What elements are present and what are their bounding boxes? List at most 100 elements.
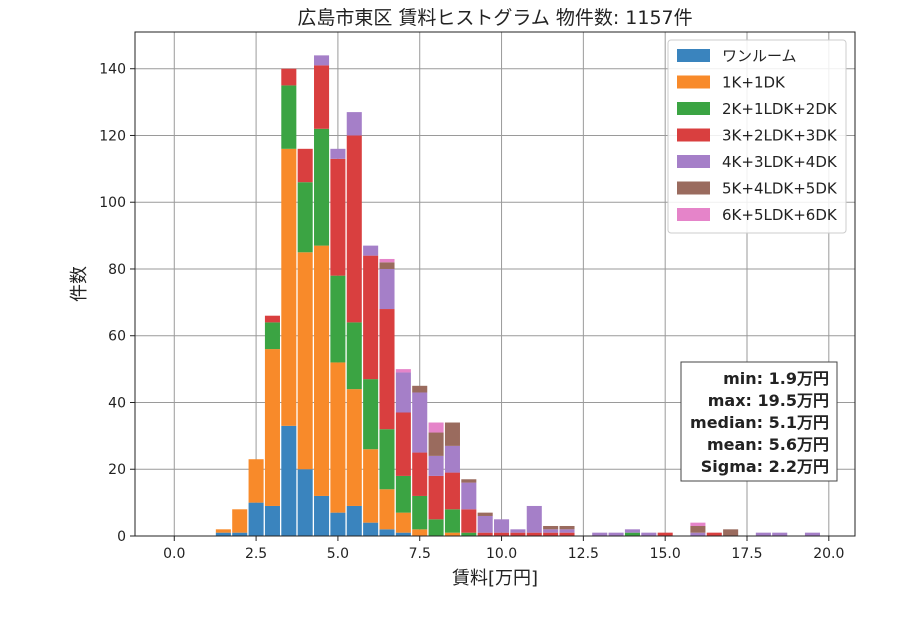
x-tick-label: 15.0 bbox=[650, 546, 681, 562]
y-tick-label: 60 bbox=[108, 329, 126, 345]
bar-segment bbox=[690, 525, 706, 533]
bar-segment bbox=[804, 532, 820, 536]
bar-segment bbox=[444, 445, 460, 473]
bar-segment bbox=[461, 532, 477, 536]
legend-label: 1K+1DK bbox=[722, 74, 786, 92]
bar-segment bbox=[330, 275, 346, 363]
bar-segment bbox=[428, 519, 444, 536]
bar-segment bbox=[330, 512, 346, 536]
bar-segment bbox=[690, 522, 706, 526]
bar-segment bbox=[477, 515, 493, 533]
bar-segment bbox=[281, 85, 297, 149]
bar-segment bbox=[363, 379, 379, 450]
bar-segment bbox=[641, 532, 657, 536]
bar-segment bbox=[428, 475, 444, 520]
chart-title: 広島市東区 賃料ヒストグラム 物件数: 1157件 bbox=[297, 7, 692, 29]
bar-segment bbox=[444, 532, 460, 536]
x-axis-label: 賃料[万円] bbox=[452, 568, 538, 589]
bar-segment bbox=[297, 252, 313, 470]
bar-segment bbox=[346, 389, 362, 506]
stat-sigma: Sigma: 2.2万円 bbox=[701, 457, 829, 476]
x-tick-label: 2.5 bbox=[245, 546, 267, 562]
bar-segment bbox=[526, 505, 542, 533]
stat-min: min: 1.9万円 bbox=[723, 369, 829, 388]
bar-segment bbox=[264, 349, 280, 506]
bar-segment bbox=[428, 422, 444, 433]
bar-segment bbox=[559, 525, 575, 530]
bar-segment bbox=[232, 509, 248, 533]
bar-segment bbox=[297, 182, 313, 253]
bar-segment bbox=[264, 315, 280, 323]
legend-label: 6K+5LDK+6DK bbox=[722, 206, 838, 224]
bar-segment bbox=[657, 532, 673, 536]
stat-mean: mean: 5.6万円 bbox=[707, 435, 829, 454]
legend-label: ワンルーム bbox=[722, 47, 797, 65]
bar-segment bbox=[543, 532, 559, 536]
bar-segment bbox=[395, 372, 411, 413]
y-tick-label: 20 bbox=[108, 462, 126, 478]
bar-segment bbox=[772, 532, 788, 536]
x-tick-label: 17.5 bbox=[731, 546, 762, 562]
bar-segment bbox=[494, 532, 510, 536]
y-tick-label: 140 bbox=[99, 62, 126, 78]
bar-segment bbox=[248, 502, 264, 536]
bar-segment bbox=[346, 505, 362, 536]
x-tick-label: 5.0 bbox=[327, 546, 349, 562]
stat-median: median: 5.1万円 bbox=[690, 413, 829, 432]
bar-segment bbox=[264, 322, 280, 350]
bar-segment bbox=[314, 245, 330, 496]
bar-segment bbox=[297, 469, 313, 536]
legend-swatch bbox=[677, 75, 710, 89]
bar-segment bbox=[494, 519, 510, 533]
bar-segment bbox=[248, 459, 264, 503]
bar-segment bbox=[281, 148, 297, 426]
stats-box-frame bbox=[680, 361, 838, 482]
legend-label: 2K+1LDK+2DK bbox=[722, 100, 838, 118]
bar-segment bbox=[379, 309, 395, 430]
bar-segment bbox=[477, 512, 493, 516]
bar-segment bbox=[444, 472, 460, 510]
bar-segment bbox=[543, 529, 559, 533]
legend-swatch bbox=[677, 128, 710, 142]
bar-segment bbox=[363, 245, 379, 256]
bar-segment bbox=[215, 532, 231, 536]
bar-segment bbox=[395, 369, 411, 373]
legend-label: 5K+4LDK+5DK bbox=[722, 180, 838, 198]
x-axis-ticks: 0.0 2.5 5.0 7.5 10.0 12.5 15.0 17.5 20.0 bbox=[163, 536, 844, 562]
bar-segment bbox=[412, 385, 428, 393]
bar-segment bbox=[428, 455, 444, 476]
y-axis-ticks: 0 20 40 60 80 100 120 140 bbox=[99, 62, 135, 545]
bar-segment bbox=[379, 262, 395, 269]
legend-label: 4K+3LDK+4DK bbox=[722, 153, 838, 171]
bar-segment bbox=[412, 529, 428, 536]
bar-segment bbox=[314, 495, 330, 536]
bar-segment bbox=[690, 532, 706, 536]
y-tick-label: 120 bbox=[99, 128, 126, 144]
bar-segment bbox=[314, 65, 330, 129]
y-tick-label: 0 bbox=[117, 529, 126, 545]
bar-segment bbox=[363, 522, 379, 536]
legend: ワンルーム 1K+1DK 2K+1LDK+2DK 3K+2LDK+3DK 4K+3LDK… bbox=[667, 39, 847, 234]
legend-swatch bbox=[677, 208, 710, 221]
bar-segment bbox=[444, 509, 460, 533]
x-tick-label: 20.0 bbox=[813, 546, 844, 562]
bar-segment bbox=[723, 529, 739, 536]
bar-segment bbox=[624, 529, 640, 533]
bar-segment bbox=[592, 532, 608, 536]
bar-segment bbox=[379, 529, 395, 536]
bar-segment bbox=[559, 529, 575, 533]
bar-segment bbox=[395, 412, 411, 476]
legend-swatch bbox=[677, 49, 710, 62]
y-tick-label: 80 bbox=[108, 262, 126, 278]
bar-segment bbox=[608, 532, 624, 536]
y-tick-label: 100 bbox=[99, 195, 126, 211]
x-tick-label: 0.0 bbox=[163, 546, 185, 562]
bar-segment bbox=[543, 525, 559, 530]
bar-segment bbox=[281, 68, 297, 86]
bar-segment bbox=[461, 479, 477, 483]
bar-segment bbox=[444, 422, 460, 446]
x-tick-label: 10.0 bbox=[486, 546, 517, 562]
bar-segment bbox=[314, 55, 330, 66]
bar-segment bbox=[477, 532, 493, 536]
